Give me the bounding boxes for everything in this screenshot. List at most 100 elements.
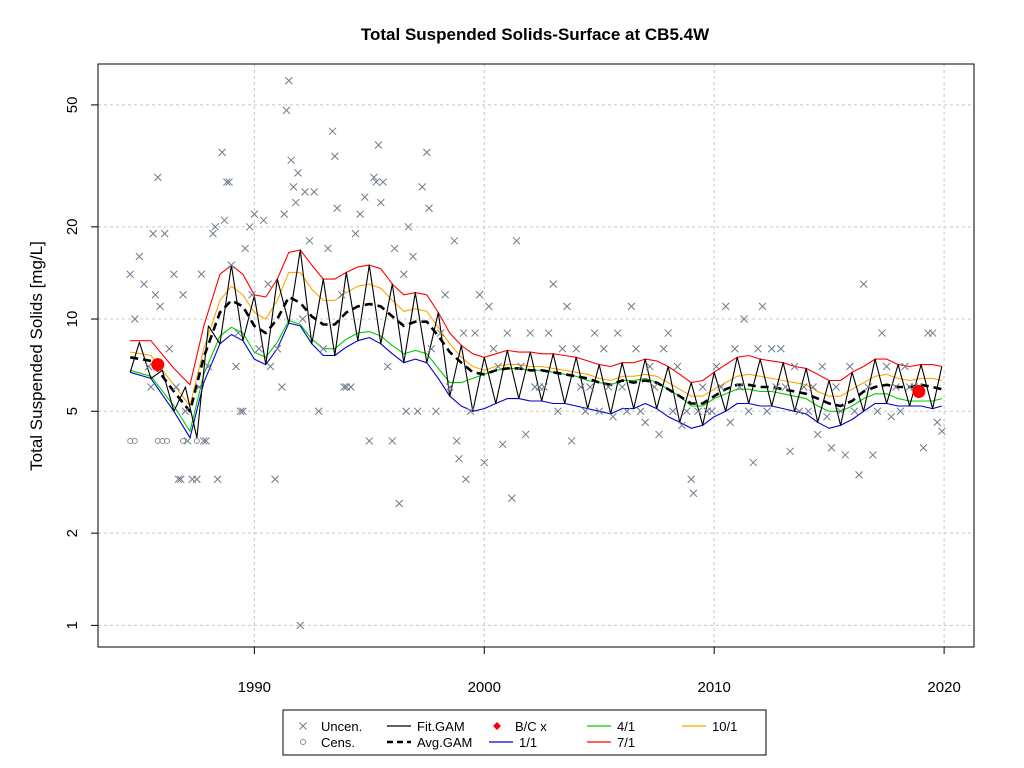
uncensored-point: [409, 252, 417, 261]
uncensored-point: [402, 407, 410, 416]
y-tick-label: 1: [64, 621, 81, 629]
uncensored-point: [126, 270, 135, 279]
uncensored-point: [659, 344, 668, 353]
uncensored-point: [227, 261, 236, 269]
uncensored-point: [255, 344, 263, 353]
uncensored-point: [466, 407, 475, 416]
uncensored-point: [374, 141, 383, 149]
uncensored-point: [937, 427, 946, 436]
uncensored-point: [790, 362, 799, 371]
uncensored-point: [291, 198, 300, 207]
uncensored-point: [655, 430, 663, 439]
uncensored-point: [436, 329, 445, 337]
uncensored-point: [868, 451, 877, 459]
uncensored-point: [645, 362, 654, 371]
uncensored-point: [901, 362, 909, 371]
series-10-1: [130, 271, 942, 407]
uncensored-point: [896, 407, 905, 416]
uncensored-point: [399, 270, 408, 279]
uncensored-point: [689, 489, 698, 498]
uncensored-point: [462, 475, 470, 484]
uncensored-point: [153, 173, 162, 182]
uncensored-point: [232, 362, 240, 371]
uncensored-point: [517, 362, 525, 371]
y-tick-label: 10: [64, 311, 81, 328]
uncensored-point: [740, 315, 748, 323]
uncensored-point: [480, 458, 489, 467]
uncensored-point: [248, 290, 256, 299]
uncensored-point: [664, 329, 673, 337]
uncensored-point: [708, 407, 716, 416]
uncensored-point: [278, 383, 286, 391]
legend-label-4-1: 4/1: [617, 719, 635, 734]
uncensored-point: [521, 430, 530, 439]
uncensored-point: [572, 344, 581, 353]
uncensored-point: [687, 475, 696, 484]
legend-label-b-c-x: B/C x: [515, 719, 547, 734]
uncensored-point: [822, 412, 831, 421]
uncensored-point: [427, 344, 436, 353]
uncensored-point: [376, 198, 385, 207]
uncensored-point: [673, 362, 682, 371]
uncensored-point: [151, 290, 160, 299]
uncensored-point: [576, 383, 585, 391]
uncensored-point: [526, 329, 535, 337]
uncensored-point: [777, 344, 785, 353]
uncensored-point: [395, 499, 404, 508]
uncensored-point: [641, 418, 650, 427]
uncensored-point: [694, 407, 702, 416]
uncensored-point: [878, 329, 886, 337]
uncensored-point: [795, 407, 804, 416]
uncensored-point: [882, 362, 891, 371]
uncensored-point: [567, 437, 576, 445]
uncensored-point: [234, 329, 243, 337]
uncensored-point: [280, 210, 289, 218]
uncensored-point: [209, 229, 217, 238]
uncensored-point: [933, 418, 942, 427]
uncensored-point: [558, 344, 567, 353]
uncensored-point: [832, 383, 840, 391]
censored-point: [131, 437, 138, 444]
uncensored-point: [503, 329, 512, 337]
uncensored-point: [445, 383, 454, 391]
uncensored-point: [650, 383, 659, 391]
legend-label-avg-gam: Avg.GAM: [417, 735, 472, 750]
uncensored-point: [455, 454, 463, 463]
legend-box: [282, 709, 767, 756]
uncensored-point: [712, 362, 721, 371]
legend-label-uncen-: Uncen.: [321, 719, 362, 734]
uncensored-point: [512, 236, 521, 245]
uncensored-point: [754, 344, 762, 353]
uncensored-point: [413, 407, 422, 416]
uncensored-point: [220, 216, 229, 225]
uncensored-point: [418, 183, 427, 191]
uncensored-point: [305, 236, 314, 245]
uncensored-point: [351, 229, 360, 238]
uncensored-point: [763, 407, 771, 416]
uncensored-point: [365, 437, 374, 445]
uncensored-point: [508, 494, 516, 503]
uncensored-point: [786, 447, 794, 456]
uncensored-point: [864, 383, 873, 391]
series-fit-gam: [129, 249, 943, 439]
uncensored-point: [174, 475, 183, 484]
uncensored-point: [273, 344, 282, 353]
uncensored-point: [818, 362, 827, 371]
censored-point: [163, 437, 170, 444]
uncensored-point: [241, 244, 250, 253]
uncensored-point: [827, 443, 836, 452]
uncensored-point: [328, 127, 337, 136]
uncensored-point: [179, 290, 187, 299]
uncensored-point: [266, 362, 275, 371]
legend-label-10-1: 10/1: [712, 719, 737, 734]
grid: [98, 64, 974, 647]
uncensored-point: [176, 475, 185, 484]
uncensored-point: [282, 106, 291, 115]
uncensored-point: [170, 270, 178, 279]
uncensored-point: [590, 329, 599, 337]
uncensored-point: [287, 156, 295, 165]
uncensored-point: [726, 418, 735, 427]
uncensored-point: [165, 344, 174, 353]
uncensored-point: [887, 412, 896, 421]
censored-point: [193, 437, 200, 444]
